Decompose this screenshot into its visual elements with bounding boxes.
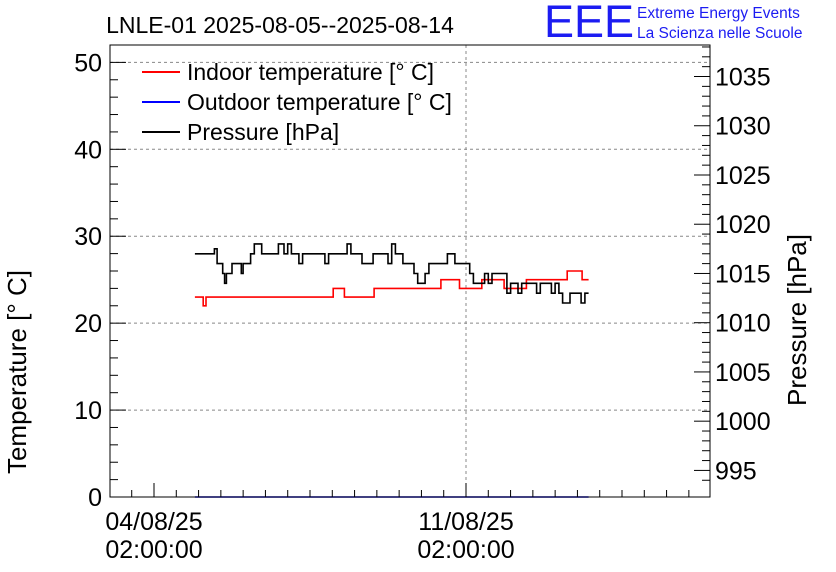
y-tick-label: 0 [88,484,102,512]
series-layer [194,243,589,498]
y-tick-label: 20 [74,310,102,338]
legend-label-2: Pressure [hPa] [187,119,339,145]
y-axis-label: Temperature [° C] [2,270,32,474]
y-tick-label: 10 [74,397,102,425]
y2-tick-label: 1005 [715,359,771,387]
y2-tick-label: 995 [715,457,757,485]
y2-tick-label: 1020 [715,211,771,239]
eee-logo-line2: La Scienza nelle Scuole [637,25,803,42]
grid [110,45,710,497]
x-tick-date: 11/08/25 [418,508,513,536]
eee-logo-line1: Extreme Energy Events [637,5,800,22]
eee-logo-mark: EEE [544,0,635,47]
y2-tick-label: 1015 [715,260,771,288]
y2-tick-label: 1030 [715,113,771,141]
chart-title: LNLE-01 2025-08-05--2025-08-14 [106,12,454,38]
y2-tick-label: 1035 [715,64,771,92]
eee-logo: EEE Extreme Energy Events La Scienza nel… [544,0,834,47]
legend-label-1: Outdoor temperature [° C] [187,89,452,115]
x-tick-time: 02:00:00 [417,536,514,564]
y2-tick-label: 1010 [715,310,771,338]
x-tick-date: 04/08/25 [105,508,202,536]
x-tick-time: 02:00:00 [105,536,202,564]
y-tick-label: 40 [74,136,102,164]
series-line-0 [194,270,589,307]
series-line-2 [194,243,589,304]
legend: Indoor temperature [° C] Outdoor temperat… [142,59,452,145]
y-tick-label: 30 [74,223,102,251]
legend-label-0: Indoor temperature [° C] [187,59,434,85]
y2-axis-label: Pressure [hPa] [782,234,812,406]
y2-tick-label: 1000 [715,408,771,436]
y2-tick-label: 1025 [715,162,771,190]
axes: 0102030405099510001005101010151020102510… [74,44,771,564]
y-tick-label: 50 [74,49,102,77]
